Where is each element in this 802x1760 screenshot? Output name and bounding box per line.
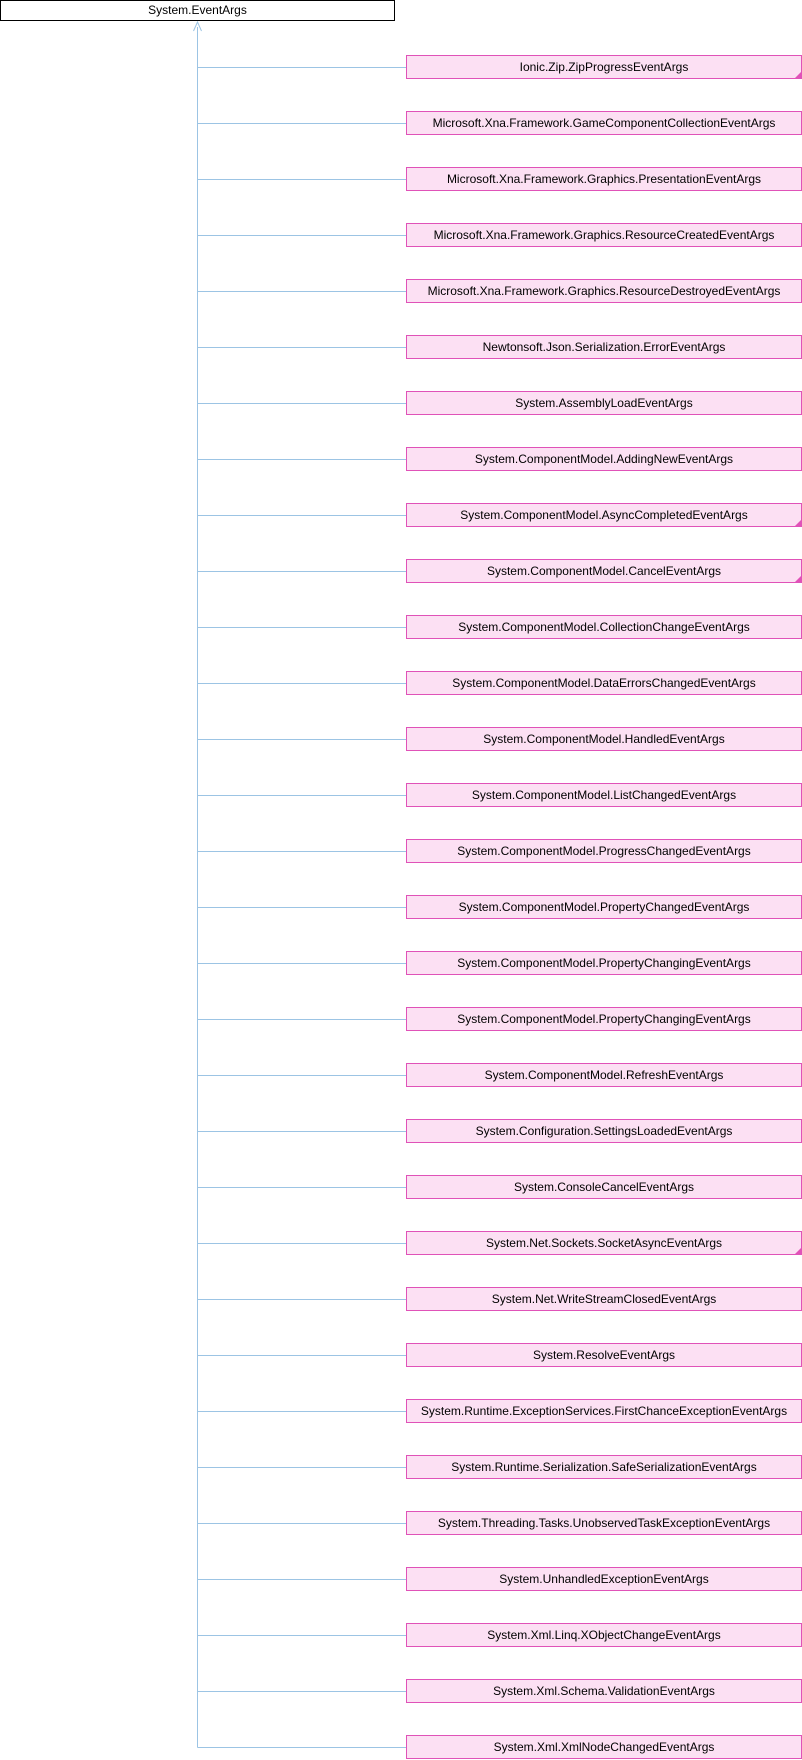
- derived-class-node[interactable]: Microsoft.Xna.Framework.GameComponentCol…: [406, 111, 802, 135]
- derived-class-node[interactable]: Microsoft.Xna.Framework.Graphics.Resourc…: [406, 279, 802, 303]
- derived-class-node[interactable]: Ionic.Zip.ZipProgressEventArgs: [406, 55, 802, 79]
- derived-class-node[interactable]: System.ConsoleCancelEventArgs: [406, 1175, 802, 1199]
- derived-class-node[interactable]: System.Runtime.ExceptionServices.FirstCh…: [406, 1399, 802, 1423]
- derived-class-node[interactable]: System.Xml.Linq.XObjectChangeEventArgs: [406, 1623, 802, 1647]
- derived-class-node[interactable]: System.ComponentModel.PropertyChangingEv…: [406, 951, 802, 975]
- derived-class-node[interactable]: System.ComponentModel.PropertyChangingEv…: [406, 1007, 802, 1031]
- derived-class-node[interactable]: Newtonsoft.Json.Serialization.ErrorEvent…: [406, 335, 802, 359]
- derived-class-node[interactable]: System.AssemblyLoadEventArgs: [406, 391, 802, 415]
- connector-lines: [193, 20, 406, 1748]
- derived-class-node[interactable]: System.Xml.Schema.ValidationEventArgs: [406, 1679, 802, 1703]
- derived-class-node[interactable]: System.ResolveEventArgs: [406, 1343, 802, 1367]
- derived-class-node[interactable]: System.ComponentModel.PropertyChangedEve…: [406, 895, 802, 919]
- derived-class-node[interactable]: System.ComponentModel.ProgressChangedEve…: [406, 839, 802, 863]
- inheritance-arrowhead: [193, 20, 202, 32]
- derived-class-node[interactable]: System.Runtime.Serialization.SafeSeriali…: [406, 1455, 802, 1479]
- derived-class-node[interactable]: System.ComponentModel.AsyncCompletedEven…: [406, 503, 802, 527]
- derived-class-node[interactable]: System.ComponentModel.DataErrorsChangedE…: [406, 671, 802, 695]
- derived-class-node[interactable]: System.Xml.XmlNodeChangedEventArgs: [406, 1735, 802, 1759]
- derived-class-node[interactable]: Microsoft.Xna.Framework.Graphics.Present…: [406, 167, 802, 191]
- derived-class-node[interactable]: System.Threading.Tasks.UnobservedTaskExc…: [406, 1511, 802, 1535]
- derived-class-node[interactable]: System.ComponentModel.CancelEventArgs: [406, 559, 802, 583]
- derived-class-node[interactable]: System.UnhandledExceptionEventArgs: [406, 1567, 802, 1591]
- derived-class-node[interactable]: System.Net.Sockets.SocketAsyncEventArgs: [406, 1231, 802, 1255]
- derived-class-node[interactable]: Microsoft.Xna.Framework.Graphics.Resourc…: [406, 223, 802, 247]
- derived-class-node[interactable]: System.ComponentModel.RefreshEventArgs: [406, 1063, 802, 1087]
- derived-class-node[interactable]: System.Configuration.SettingsLoadedEvent…: [406, 1119, 802, 1143]
- derived-class-node[interactable]: System.ComponentModel.AddingNewEventArgs: [406, 447, 802, 471]
- derived-class-node[interactable]: System.ComponentModel.CollectionChangeEv…: [406, 615, 802, 639]
- base-class-node[interactable]: System.EventArgs: [0, 0, 395, 21]
- derived-class-node[interactable]: System.Net.WriteStreamClosedEventArgs: [406, 1287, 802, 1311]
- derived-class-node[interactable]: System.ComponentModel.HandledEventArgs: [406, 727, 802, 751]
- derived-class-node[interactable]: System.ComponentModel.ListChangedEventAr…: [406, 783, 802, 807]
